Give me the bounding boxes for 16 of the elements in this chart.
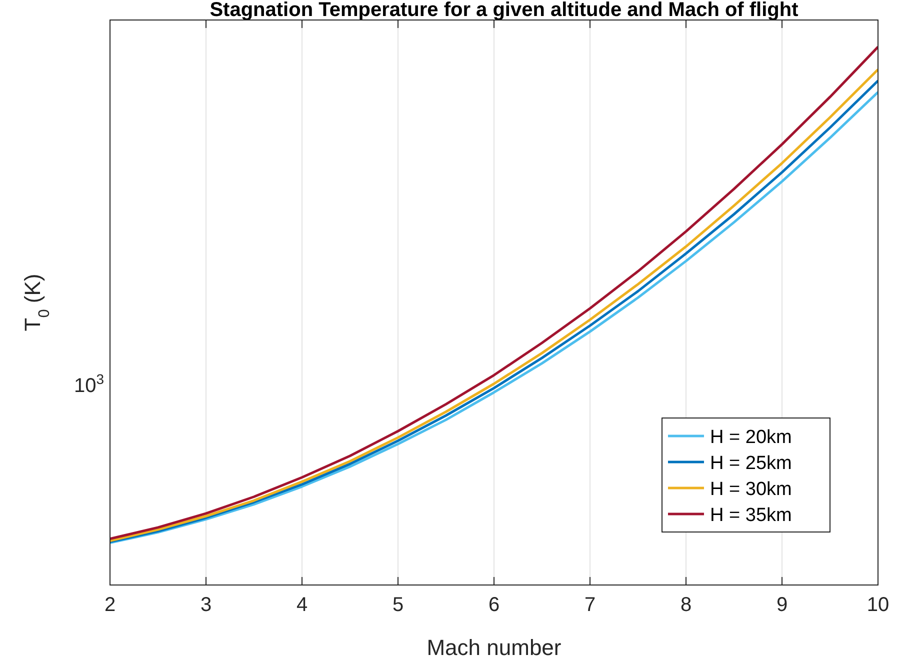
x-axis-title: Mach number: [426, 635, 562, 660]
x-tick-label: 6: [488, 594, 500, 616]
legend-label: H = 25km: [710, 453, 792, 474]
x-tick-label: 9: [776, 594, 788, 616]
x-tick-label: 8: [680, 594, 692, 616]
x-tick-label: 3: [200, 594, 212, 616]
x-tick-label: 4: [296, 594, 308, 616]
x-tick-label: 10: [866, 594, 890, 616]
legend-label: H = 20km: [710, 427, 792, 448]
legend-label: H = 30km: [710, 479, 792, 500]
legend-label: H = 35km: [710, 505, 792, 526]
x-tick-label: 7: [584, 594, 596, 616]
x-tick-label: 2: [104, 594, 116, 616]
x-tick-label: 5: [392, 594, 404, 616]
text: 10$^{3}$: [74, 371, 104, 397]
chart-title: Stagnation Temperature for a given altitude and Mach of flight: [210, 0, 799, 21]
